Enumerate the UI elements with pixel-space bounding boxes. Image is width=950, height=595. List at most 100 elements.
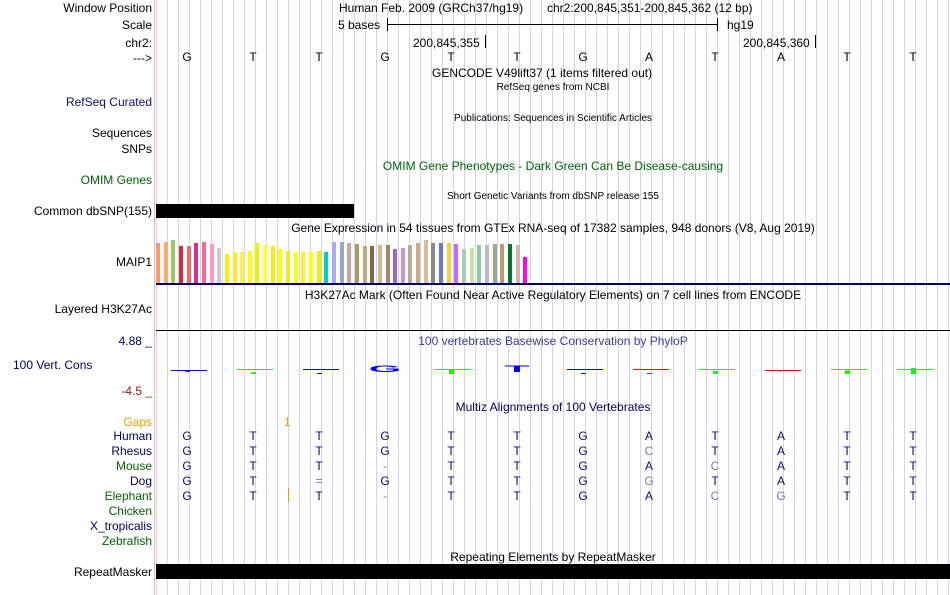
scale-label: Scale [121, 18, 152, 32]
gtex-tissue-bar[interactable] [385, 245, 390, 283]
publications-track-title[interactable]: Publications: Sequences in Scientific Ar… [454, 113, 652, 124]
gencode-track-title[interactable]: GENCODE V49lift37 (1 items filtered out) [432, 66, 653, 80]
gtex-tissue-bar[interactable] [462, 249, 466, 283]
phylop-score-line [699, 369, 735, 370]
repeatmasker-track-label[interactable]: RepeatMasker [73, 565, 152, 579]
refseq-track-label[interactable]: RefSeq Curated [65, 95, 152, 109]
species-label[interactable]: Mouse [115, 459, 152, 473]
omim-track-title[interactable]: OMIM Gene Phenotypes - Dark Green Can Be… [382, 159, 724, 173]
snps-track-label[interactable]: SNPs [121, 142, 152, 156]
gtex-tissue-bar[interactable] [209, 244, 214, 283]
gtex-tissue-bar[interactable] [477, 245, 482, 283]
gtex-tissue-bar[interactable] [393, 249, 398, 283]
gaps-track-label[interactable]: Gaps [123, 415, 152, 429]
phylop-score-bar [779, 370, 784, 372]
gtex-tissue-bar[interactable] [324, 252, 329, 283]
scale-bar [387, 24, 717, 25]
repeatmasker-feature-bar[interactable] [156, 564, 950, 579]
alignment-base: T [447, 489, 455, 503]
gtex-expression-bars[interactable] [156, 240, 556, 283]
species-label[interactable]: Chicken [108, 504, 152, 518]
species-label[interactable]: X_tropicalis [89, 519, 152, 533]
repeatmasker-track-title[interactable]: Repeating Elements by RepeatMasker [450, 550, 656, 564]
gtex-tissue-bar[interactable] [507, 244, 512, 283]
alignment-base: G [182, 429, 192, 443]
gtex-tissue-bar[interactable] [232, 252, 237, 283]
gtex-track-label[interactable]: MAIP1 [115, 255, 152, 269]
alignment-base: G [776, 489, 786, 503]
phylop-track-title[interactable]: 100 vertebrates Basewise Conservation by… [418, 334, 688, 348]
omim-track-label[interactable]: OMIM Genes [80, 173, 152, 187]
gtex-tissue-bar[interactable] [469, 248, 474, 283]
alignment-base: T [447, 429, 455, 443]
gtex-tissue-bar[interactable] [247, 251, 252, 283]
gtex-tissue-bar[interactable] [416, 243, 421, 283]
gtex-tissue-bar[interactable] [347, 243, 352, 283]
gtex-tissue-bar[interactable] [316, 251, 321, 283]
dbsnp-feature-bar[interactable] [156, 204, 354, 218]
gtex-tissue-bar[interactable] [301, 252, 306, 283]
gtex-tissue-bar[interactable] [431, 243, 436, 283]
gtex-tissue-bar[interactable] [408, 245, 413, 283]
gtex-tissue-bar[interactable] [423, 240, 428, 283]
gtex-tissue-bar[interactable] [523, 257, 528, 283]
alignment-base: G [644, 474, 654, 488]
gtex-tissue-bar[interactable] [171, 240, 176, 283]
gtex-tissue-bar[interactable] [240, 252, 245, 283]
gtex-tissue-bar[interactable] [492, 244, 497, 283]
alignment-base: T [711, 444, 719, 458]
gtex-tissue-bar[interactable] [186, 246, 191, 283]
gtex-tissue-bar[interactable] [255, 243, 260, 283]
gtex-tissue-bar[interactable] [331, 242, 336, 283]
gtex-tissue-bar[interactable] [217, 248, 222, 283]
gtex-tissue-bar[interactable] [454, 244, 459, 283]
gtex-tissue-bar[interactable] [263, 245, 268, 283]
gtex-tissue-bar[interactable] [400, 248, 405, 283]
gtex-tissue-bar[interactable] [224, 254, 229, 283]
gtex-tissue-bar[interactable] [370, 246, 375, 283]
species-label[interactable]: Human [113, 429, 152, 443]
gtex-tissue-bar[interactable] [278, 249, 283, 283]
refseq-track-title[interactable]: RefSeq genes from NCBI [496, 82, 610, 93]
gtex-tissue-bar[interactable] [484, 245, 489, 283]
species-label[interactable]: Rhesus [111, 444, 152, 458]
gtex-tissue-bar[interactable] [439, 243, 444, 283]
gtex-tissue-bar[interactable] [163, 242, 168, 283]
alignment-base: G [380, 444, 390, 458]
gtex-tissue-bar[interactable] [515, 245, 520, 283]
alignment-base: G [182, 444, 192, 458]
gtex-tissue-bar[interactable] [354, 244, 359, 283]
multiz-track-title[interactable]: Multiz Alignments of 100 Vertebrates [455, 400, 651, 414]
h3k27ac-track-title[interactable]: H3K27Ac Mark (Often Found Near Active Re… [304, 288, 802, 302]
gtex-tissue-bar[interactable] [362, 246, 367, 283]
gaps-count: 1 [284, 415, 291, 429]
gtex-tissue-bar[interactable] [446, 243, 451, 283]
phylop-score-bar [251, 372, 256, 374]
gtex-tissue-bar[interactable] [201, 242, 206, 283]
gtex-tissue-bar[interactable] [377, 245, 382, 283]
gtex-tissue-bar[interactable] [194, 243, 199, 283]
scale-bar-left-tick [387, 18, 388, 31]
gtex-tissue-bar[interactable] [270, 246, 275, 283]
gtex-tissue-bar[interactable] [286, 251, 291, 283]
dbsnp-track-title[interactable]: Short Genetic Variants from dbSNP releas… [447, 191, 659, 202]
coordinate-1: 200,845,355 [413, 36, 480, 50]
gtex-tissue-bar[interactable] [178, 246, 183, 283]
h3k27ac-track-label[interactable]: Layered H3K27Ac [54, 302, 152, 316]
sequences-track-label[interactable]: Sequences [91, 126, 152, 140]
phylop-track-label[interactable]: 100 Vert. Cons [13, 358, 93, 372]
gtex-tissue-bar[interactable] [500, 244, 505, 283]
gtex-tissue-bar[interactable] [293, 252, 298, 283]
sequence-base: T [843, 50, 851, 64]
species-label[interactable]: Zebrafish [101, 534, 152, 548]
gtex-tissue-bar[interactable] [339, 242, 344, 283]
gtex-track-title[interactable]: Gene Expression in 54 tissues from GTEx … [291, 221, 815, 235]
species-label[interactable]: Dog [129, 474, 152, 488]
alignment-base: T [513, 429, 521, 443]
alignment-base: T [513, 489, 521, 503]
dbsnp-track-label[interactable]: Common dbSNP(155) [33, 204, 152, 218]
gtex-tissue-bar[interactable] [156, 243, 160, 283]
gtex-tissue-bar[interactable] [309, 252, 313, 283]
species-label[interactable]: Elephant [104, 489, 152, 503]
